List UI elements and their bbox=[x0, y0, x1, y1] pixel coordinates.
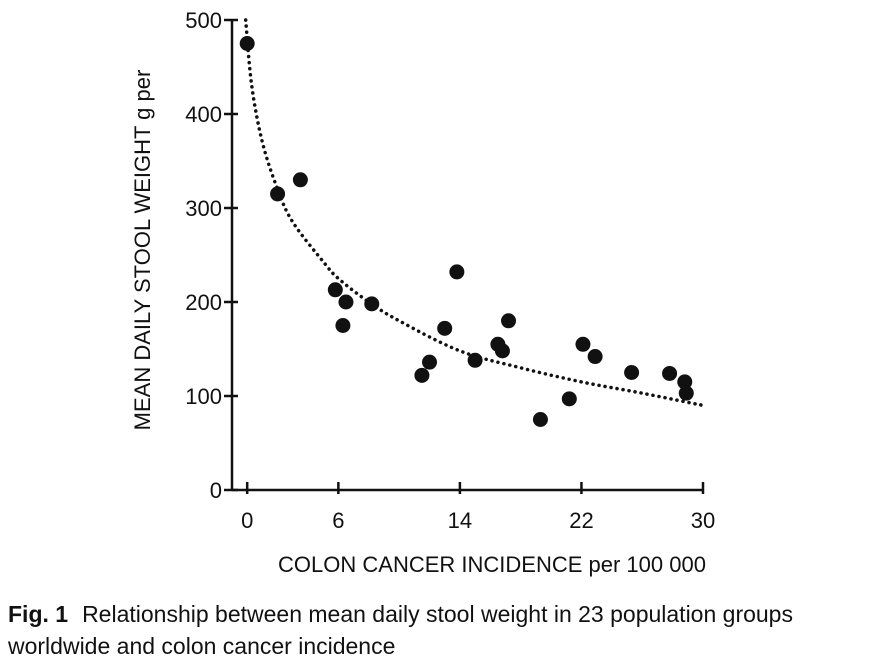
y-axis-ticks: 0 100 200 300 400 500 bbox=[185, 8, 238, 503]
x-tick-label: 6 bbox=[332, 508, 344, 533]
x-axis-ticks: 0 6 14 22 30 bbox=[241, 482, 715, 533]
data-points bbox=[239, 36, 694, 427]
x-tick-label: 14 bbox=[448, 508, 472, 533]
data-point bbox=[422, 354, 438, 370]
data-point bbox=[414, 367, 430, 383]
data-point bbox=[239, 36, 255, 51]
scatter-plot: 0 100 200 300 400 500 0 6 14 22 30 COLON CANCER I… bbox=[130, 8, 715, 577]
y-tick-label: 100 bbox=[185, 384, 222, 409]
x-tick-label: 30 bbox=[691, 508, 715, 533]
data-point bbox=[575, 336, 591, 352]
data-point bbox=[327, 282, 343, 298]
y-tick-label: 500 bbox=[185, 8, 222, 33]
data-point bbox=[561, 391, 577, 407]
data-point bbox=[587, 349, 603, 365]
data-point bbox=[678, 385, 694, 401]
data-point bbox=[677, 374, 693, 390]
data-point bbox=[270, 186, 286, 202]
data-point bbox=[449, 264, 465, 280]
y-tick-label: 0 bbox=[210, 478, 222, 503]
chart: 0 100 200 300 400 500 0 6 14 22 30 COLON CANCER I… bbox=[130, 8, 715, 577]
x-tick-label: 0 bbox=[241, 508, 253, 533]
data-point bbox=[494, 343, 510, 359]
x-axis-title: COLON CANCER INCIDENCE per 100 000 bbox=[278, 552, 706, 577]
y-tick-label: 200 bbox=[185, 290, 222, 315]
data-point bbox=[662, 365, 678, 381]
figure-label: Fig. 1 bbox=[8, 601, 69, 627]
trend-line bbox=[243, 18, 705, 408]
caption-text: Relationship between mean daily stool we… bbox=[8, 601, 793, 659]
data-point bbox=[532, 412, 548, 427]
data-point bbox=[437, 320, 453, 336]
data-point bbox=[624, 365, 640, 380]
data-point bbox=[292, 172, 308, 188]
data-point bbox=[467, 352, 483, 368]
y-tick-label: 300 bbox=[185, 196, 222, 221]
figure-caption: Fig. 1 Relationship between mean daily st… bbox=[8, 598, 884, 662]
axes bbox=[230, 20, 703, 492]
x-tick-label: 22 bbox=[569, 508, 593, 533]
data-point bbox=[338, 294, 354, 310]
y-tick-label: 400 bbox=[185, 102, 222, 127]
y-axis-title: MEAN DAILY STOOL WEIGHT g per bbox=[130, 70, 155, 431]
data-point bbox=[501, 313, 517, 329]
data-point bbox=[364, 296, 380, 312]
data-point bbox=[335, 318, 351, 333]
